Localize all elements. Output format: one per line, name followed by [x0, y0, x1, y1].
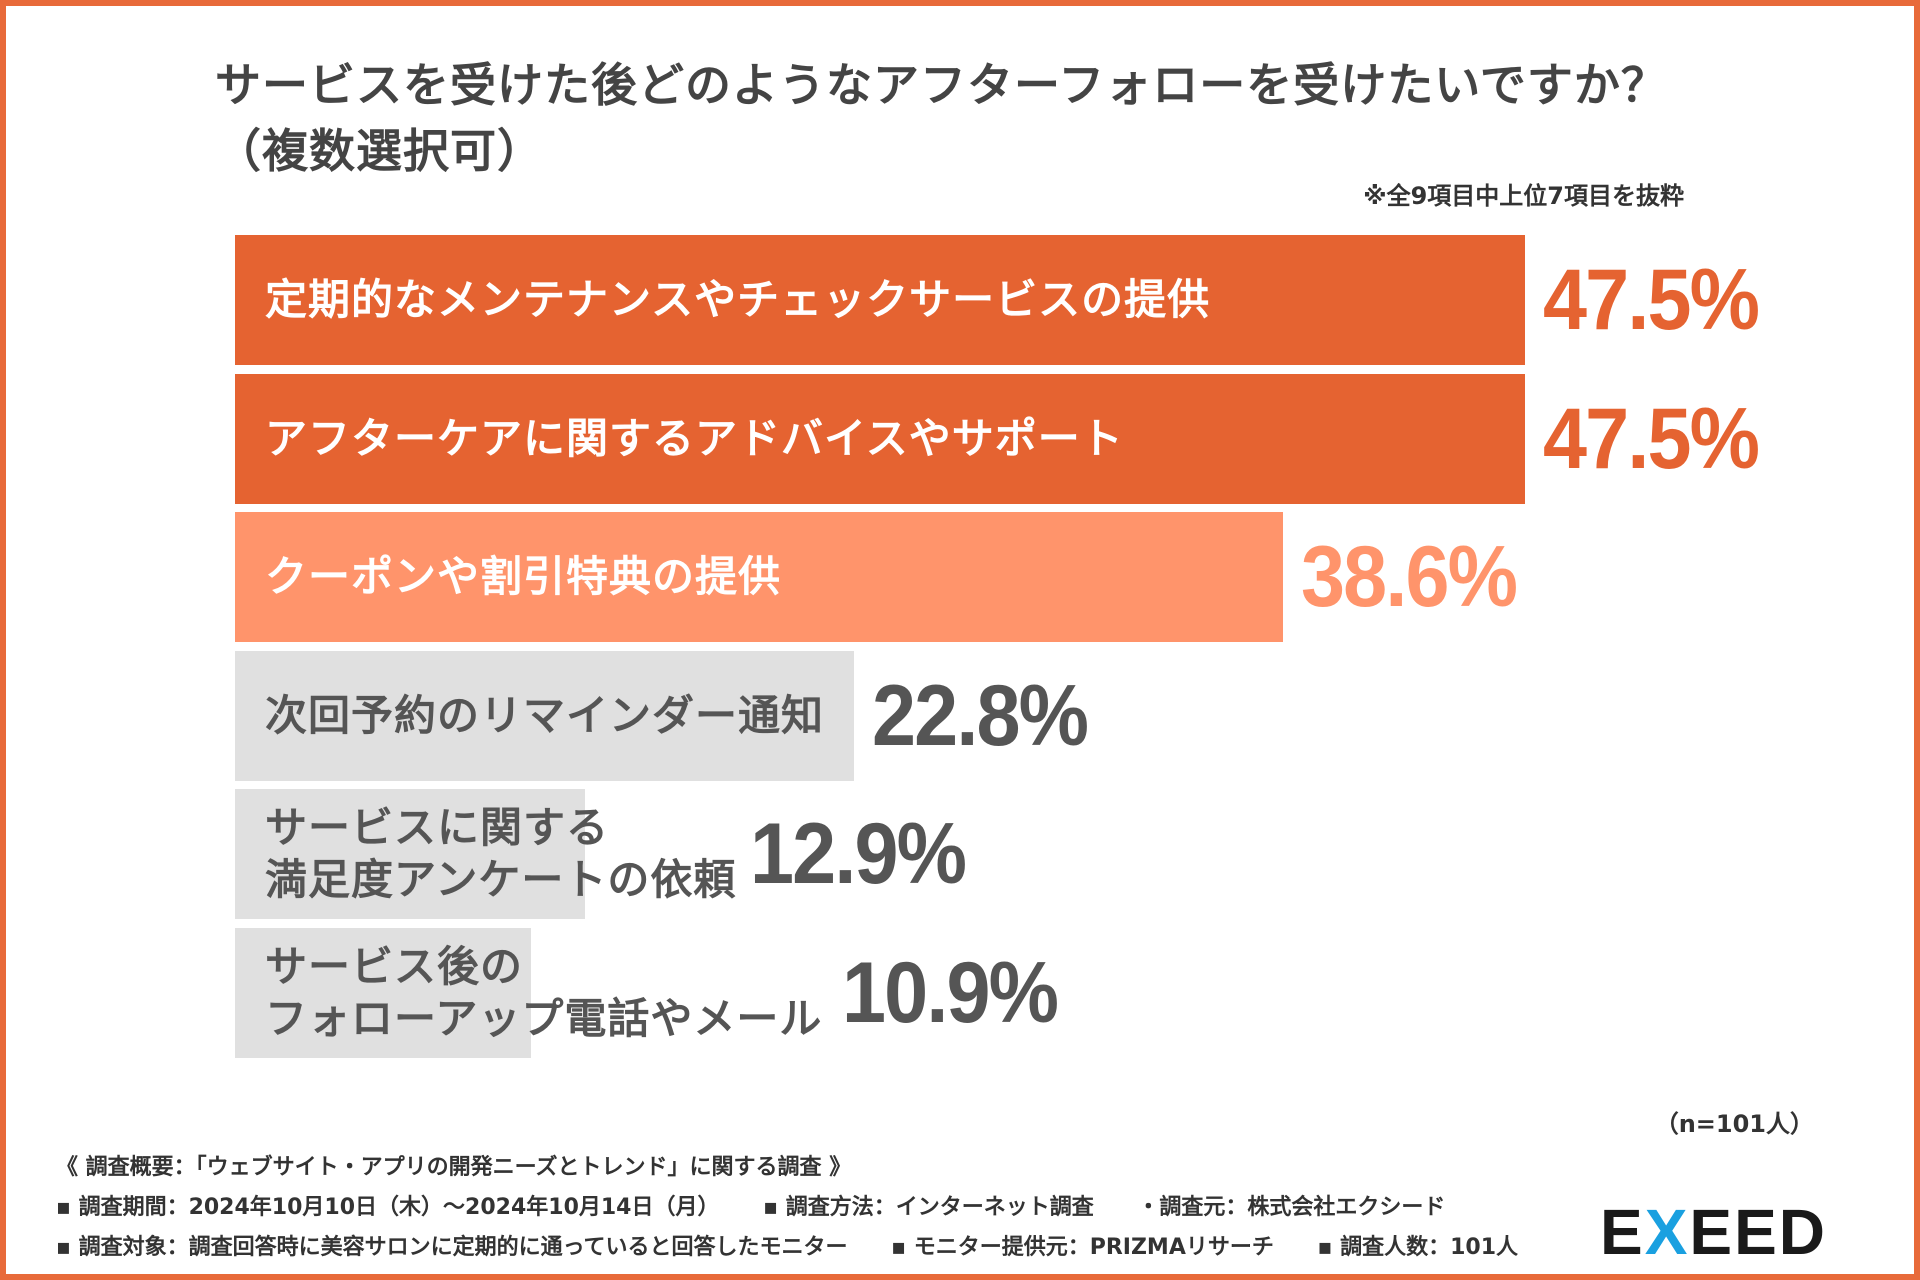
title-line-2: （複数選択可） [215, 124, 544, 178]
exeed-logo: EXEED [1600, 1196, 1900, 1268]
selection-note: ※全9項目中上位7項目を抜粋 [1363, 182, 1684, 210]
bar-value-5: 12.9% [750, 806, 967, 902]
bar-label-1: 定期的なメンテナンスやチェックサービスの提供 [265, 275, 1211, 324]
sample-size: （n=101人） [1654, 1110, 1814, 1138]
title-line-1: サービスを受けた後どのようなアフターフォローを受けたいですか？ [215, 58, 1668, 112]
footer-period-row: ▪ 調査期間：2024年10月10日（木）～2024年10月14日（月） ▪ 調… [56, 1188, 1554, 1228]
bar-value-1: 47.5% [1543, 252, 1760, 348]
bar-2 [235, 374, 1525, 504]
survey-count: ▪ 調査人数：101人 [1317, 1235, 1519, 1260]
survey-summary: 《 調査概要：「ウェブサイト・アプリの開発ニーズとトレンド」に関する調査 》 [56, 1155, 852, 1180]
bar-value-3: 38.6% [1301, 529, 1518, 625]
bar-value-2: 47.5% [1543, 391, 1760, 487]
bar-1 [235, 235, 1525, 365]
bar-6 [235, 928, 531, 1058]
footer-target-row: ▪ 調査対象：調査回答時に美容サロンに定期的に通っていると回答したモニター ▪ … [56, 1228, 1554, 1268]
exeed-logo-mark: EXEED [1600, 1196, 1827, 1268]
footer-summary-row: 《 調査概要：「ウェブサイト・アプリの開発ニーズとトレンド」に関する調査 》 [56, 1148, 1554, 1188]
bar-5 [235, 789, 585, 919]
survey-method: ▪ 調査方法：インターネット調査 [763, 1195, 1094, 1220]
bar-label-3: クーポンや割引特典の提供 [265, 552, 782, 601]
survey-provider: ▪ モニター提供元：PRIZMAリサーチ [891, 1235, 1274, 1260]
bar-label-4: 次回予約のリマインダー通知 [265, 691, 825, 740]
bar-4 [235, 651, 854, 781]
survey-period: ▪ 調査期間：2024年10月10日（木）～2024年10月14日（月） [56, 1195, 720, 1220]
bar-value-6: 10.9% [842, 945, 1059, 1041]
bar-label-6: サービス後の フォローアップ電話やメール [265, 942, 823, 1043]
bar-3 [235, 512, 1283, 642]
bar-label-2: アフターケアに関するアドバイスやサポート [265, 414, 1124, 463]
survey-footer: 《 調査概要：「ウェブサイト・アプリの開発ニーズとトレンド」に関する調査 》 ▪… [56, 1148, 1554, 1268]
survey-source: ・調査元：株式会社エクシード [1137, 1195, 1446, 1220]
survey-target: ▪ 調査対象：調査回答時に美容サロンに定期的に通っていると回答したモニター [56, 1235, 848, 1260]
bar-label-5: サービスに関する 満足度アンケートの依頼 [265, 803, 737, 904]
exeed-logo-text: EXEED [1600, 1196, 1827, 1266]
chart-title: サービスを受けた後どのようなアフターフォローを受けたいですか？ （複数選択可） [215, 52, 1775, 184]
bar-value-4: 22.8% [872, 668, 1089, 764]
